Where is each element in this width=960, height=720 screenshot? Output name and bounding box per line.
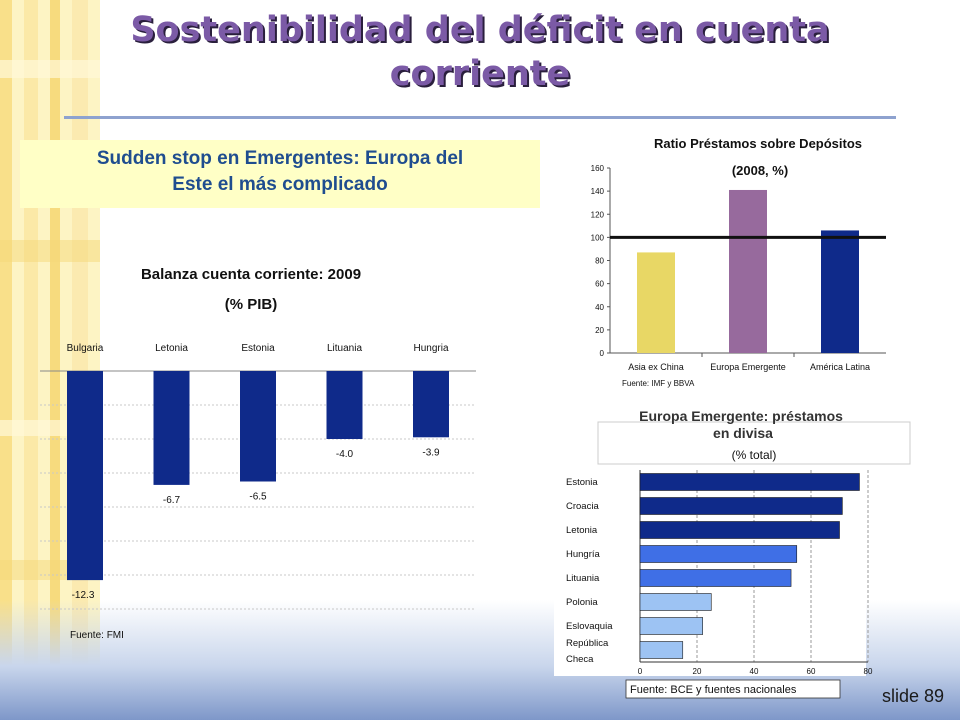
chart3-x-tick-label: 80 (864, 667, 873, 676)
chart2-bar (821, 230, 859, 353)
chart2-category-label: Asia ex China (628, 362, 684, 372)
chart3-bars (639, 473, 860, 659)
chart1-subtitle: (% PIB) (225, 296, 278, 313)
chart1-bar (67, 371, 103, 581)
chart2-y-tick-label: 80 (595, 257, 604, 266)
chart2-source: Fuente: IMF y BBVA (622, 379, 695, 388)
chart3-bar (639, 497, 843, 515)
chart2-category-labels: Asia ex China Europa Emergente América Lat… (628, 362, 870, 372)
page-title: Sostenibilidad del déficit en cuenta cor… (60, 8, 900, 96)
chart3-bar (639, 617, 704, 635)
chart1-category-label: Letonia (155, 343, 188, 354)
subtitle-line-2: Este el más complicado (172, 174, 388, 195)
chart2-y-tick-label: 160 (591, 164, 605, 173)
chart2-y-tick-label: 0 (600, 349, 605, 358)
chart-balanza-cuenta-corriente: Balanza cuenta corriente: 2009 (% PIB) B… (40, 266, 476, 641)
chart1-bars (67, 371, 449, 581)
chart3-source-box (625, 679, 841, 699)
chart1-category-label: Bulgaria (67, 343, 104, 354)
chart1-value-label: -12.3 (72, 590, 95, 601)
chart3-category-label: Polonia (566, 597, 598, 608)
chart1-value-label: -6.5 (249, 492, 267, 503)
chart2-bar (637, 252, 675, 353)
chart3-subtitle: (% total) (732, 448, 777, 462)
chart1-value-labels: -12.3 -6.7 -6.5 -4.0 -3.9 (72, 447, 440, 601)
chart3-bar (639, 521, 840, 539)
chart2-category-label: Europa Emergente (710, 362, 786, 372)
chart2-y-tick-label: 100 (591, 233, 605, 242)
chart3-category-label: Eslovaquia (566, 621, 613, 632)
chart1-title: Balanza cuenta corriente: 2009 (141, 266, 361, 283)
chart2-y-tick-label: 20 (595, 326, 604, 335)
chart1-bar (326, 371, 363, 439)
chart3-category-label: Croacia (566, 501, 599, 512)
chart2-subtitle: (2008, %) (732, 163, 788, 178)
title-line-1: Sostenibilidad del déficit en cuenta (130, 10, 830, 50)
chart2-category-label: América Latina (810, 362, 870, 372)
chart1-category-label: Lituania (327, 343, 362, 354)
title-line-2: corriente (389, 54, 571, 94)
chart3-x-tick-label: 60 (807, 667, 816, 676)
chart3-x-tick-label: 20 (693, 667, 702, 676)
chart1-value-label: -3.9 (422, 447, 440, 458)
chart2-y-tick-label: 60 (595, 280, 604, 289)
chart1-source: Fuente: FMI (70, 630, 124, 641)
chart3-bar (639, 641, 684, 659)
chart2-bar (729, 189, 767, 353)
chart1-bar (153, 371, 190, 485)
chart3-category-label: Lituania (566, 573, 600, 584)
chart3-bar (639, 593, 712, 611)
chart3-x-tick-label: 0 (638, 667, 643, 676)
chart3-title-box (597, 421, 911, 465)
chart-ratio-prestamos-depositos: Ratio Préstamos sobre Depósitos (2008, %… (591, 136, 886, 388)
slide-number: slide 89 (881, 686, 944, 706)
chart3-title: Europa Emergente: préstamos en divisa (639, 408, 847, 441)
chart3-bar (639, 569, 792, 587)
title-divider (64, 116, 896, 119)
chart1-category-labels: Bulgaria Letonia Estonia Lituania Hungria (67, 343, 449, 354)
chart3-category-label: República Checa (566, 638, 609, 665)
chart1-value-label: -6.7 (163, 495, 181, 506)
chart1-bar (413, 371, 449, 438)
chart3-x-tick-label: 40 (750, 667, 759, 676)
subtitle: Sudden stop en Emergentes: Europa del Es… (20, 146, 540, 198)
chart3-bar (639, 545, 798, 563)
chart1-bar (240, 371, 276, 482)
chart2-bars (610, 189, 886, 353)
chart2-y-tick-label: 120 (591, 210, 605, 219)
chart2-y-tick-label: 140 (591, 187, 605, 196)
chart2-title: Ratio Préstamos sobre Depósitos (654, 136, 862, 151)
chart-prestamos-en-divisa: Europa Emergente: préstamos en divisa (%… (554, 408, 911, 699)
chart2-y-tick-label: 40 (595, 303, 604, 312)
chart3-category-label: Hungría (566, 549, 601, 560)
chart3-tick-labels: 0 20 40 60 80 (638, 667, 873, 676)
chart3-source: Fuente: BCE y fuentes nacionales (630, 684, 797, 696)
chart1-category-label: Hungria (413, 343, 448, 354)
chart3-category-label: Letonia (566, 525, 598, 536)
chart1-category-label: Estonia (241, 343, 275, 354)
chart3-category-labels: Estonia Croacia Letonia Hungría Lituania Polo… (566, 477, 613, 665)
subtitle-box (20, 140, 540, 208)
subtitle-line-1: Sudden stop en Emergentes: Europa del (96, 148, 464, 169)
chart3-bar (639, 473, 860, 491)
chart3-category-label: Estonia (566, 477, 598, 488)
chart1-value-label: -4.0 (336, 449, 354, 460)
